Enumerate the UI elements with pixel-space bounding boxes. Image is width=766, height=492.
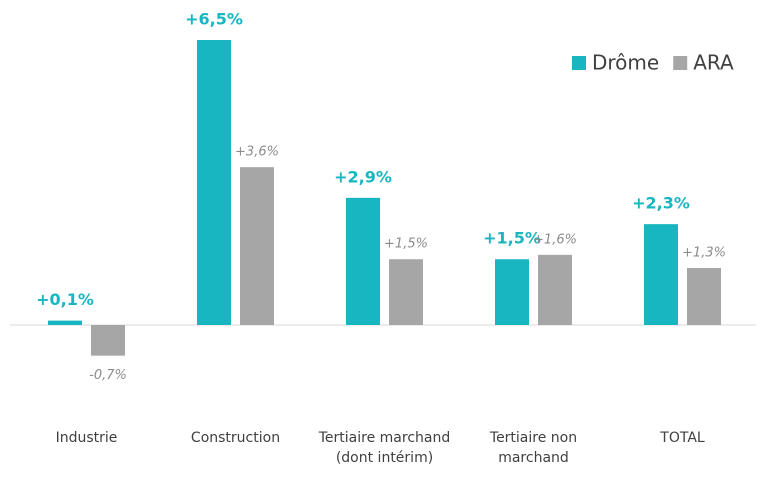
data-label: +1,3% <box>682 246 726 261</box>
data-label: -0,7% <box>89 368 127 383</box>
bar <box>687 268 721 325</box>
data-label: +1,6% <box>533 232 577 247</box>
x-tick-label: Tertiaire non marchand <box>489 430 578 466</box>
bar <box>48 320 82 325</box>
data-label: +1,5% <box>483 229 541 248</box>
data-label: +0,1% <box>36 290 94 309</box>
bar <box>91 325 125 356</box>
x-tick-label: Industrie <box>55 430 118 446</box>
legend-label: Drôme <box>592 51 659 75</box>
bar <box>197 40 231 325</box>
bar <box>389 259 423 325</box>
bar <box>538 254 572 325</box>
bar <box>240 167 274 325</box>
bar <box>495 259 529 325</box>
data-label: +6,5% <box>185 10 243 29</box>
bar <box>346 197 380 325</box>
data-label: +1,5% <box>384 237 428 252</box>
legend-label: ARA <box>693 51 734 75</box>
data-label: +2,3% <box>632 194 690 213</box>
x-tick-label: Tertiaire marchand (dont intérim) <box>318 430 451 466</box>
x-tick-label: TOTAL <box>660 430 705 446</box>
data-label: +3,6% <box>235 145 279 160</box>
legend-swatch <box>572 56 586 70</box>
data-label: +2,9% <box>334 167 392 186</box>
bar <box>644 224 678 325</box>
legend-swatch <box>673 56 688 70</box>
x-tick-label: Construction <box>190 430 281 446</box>
